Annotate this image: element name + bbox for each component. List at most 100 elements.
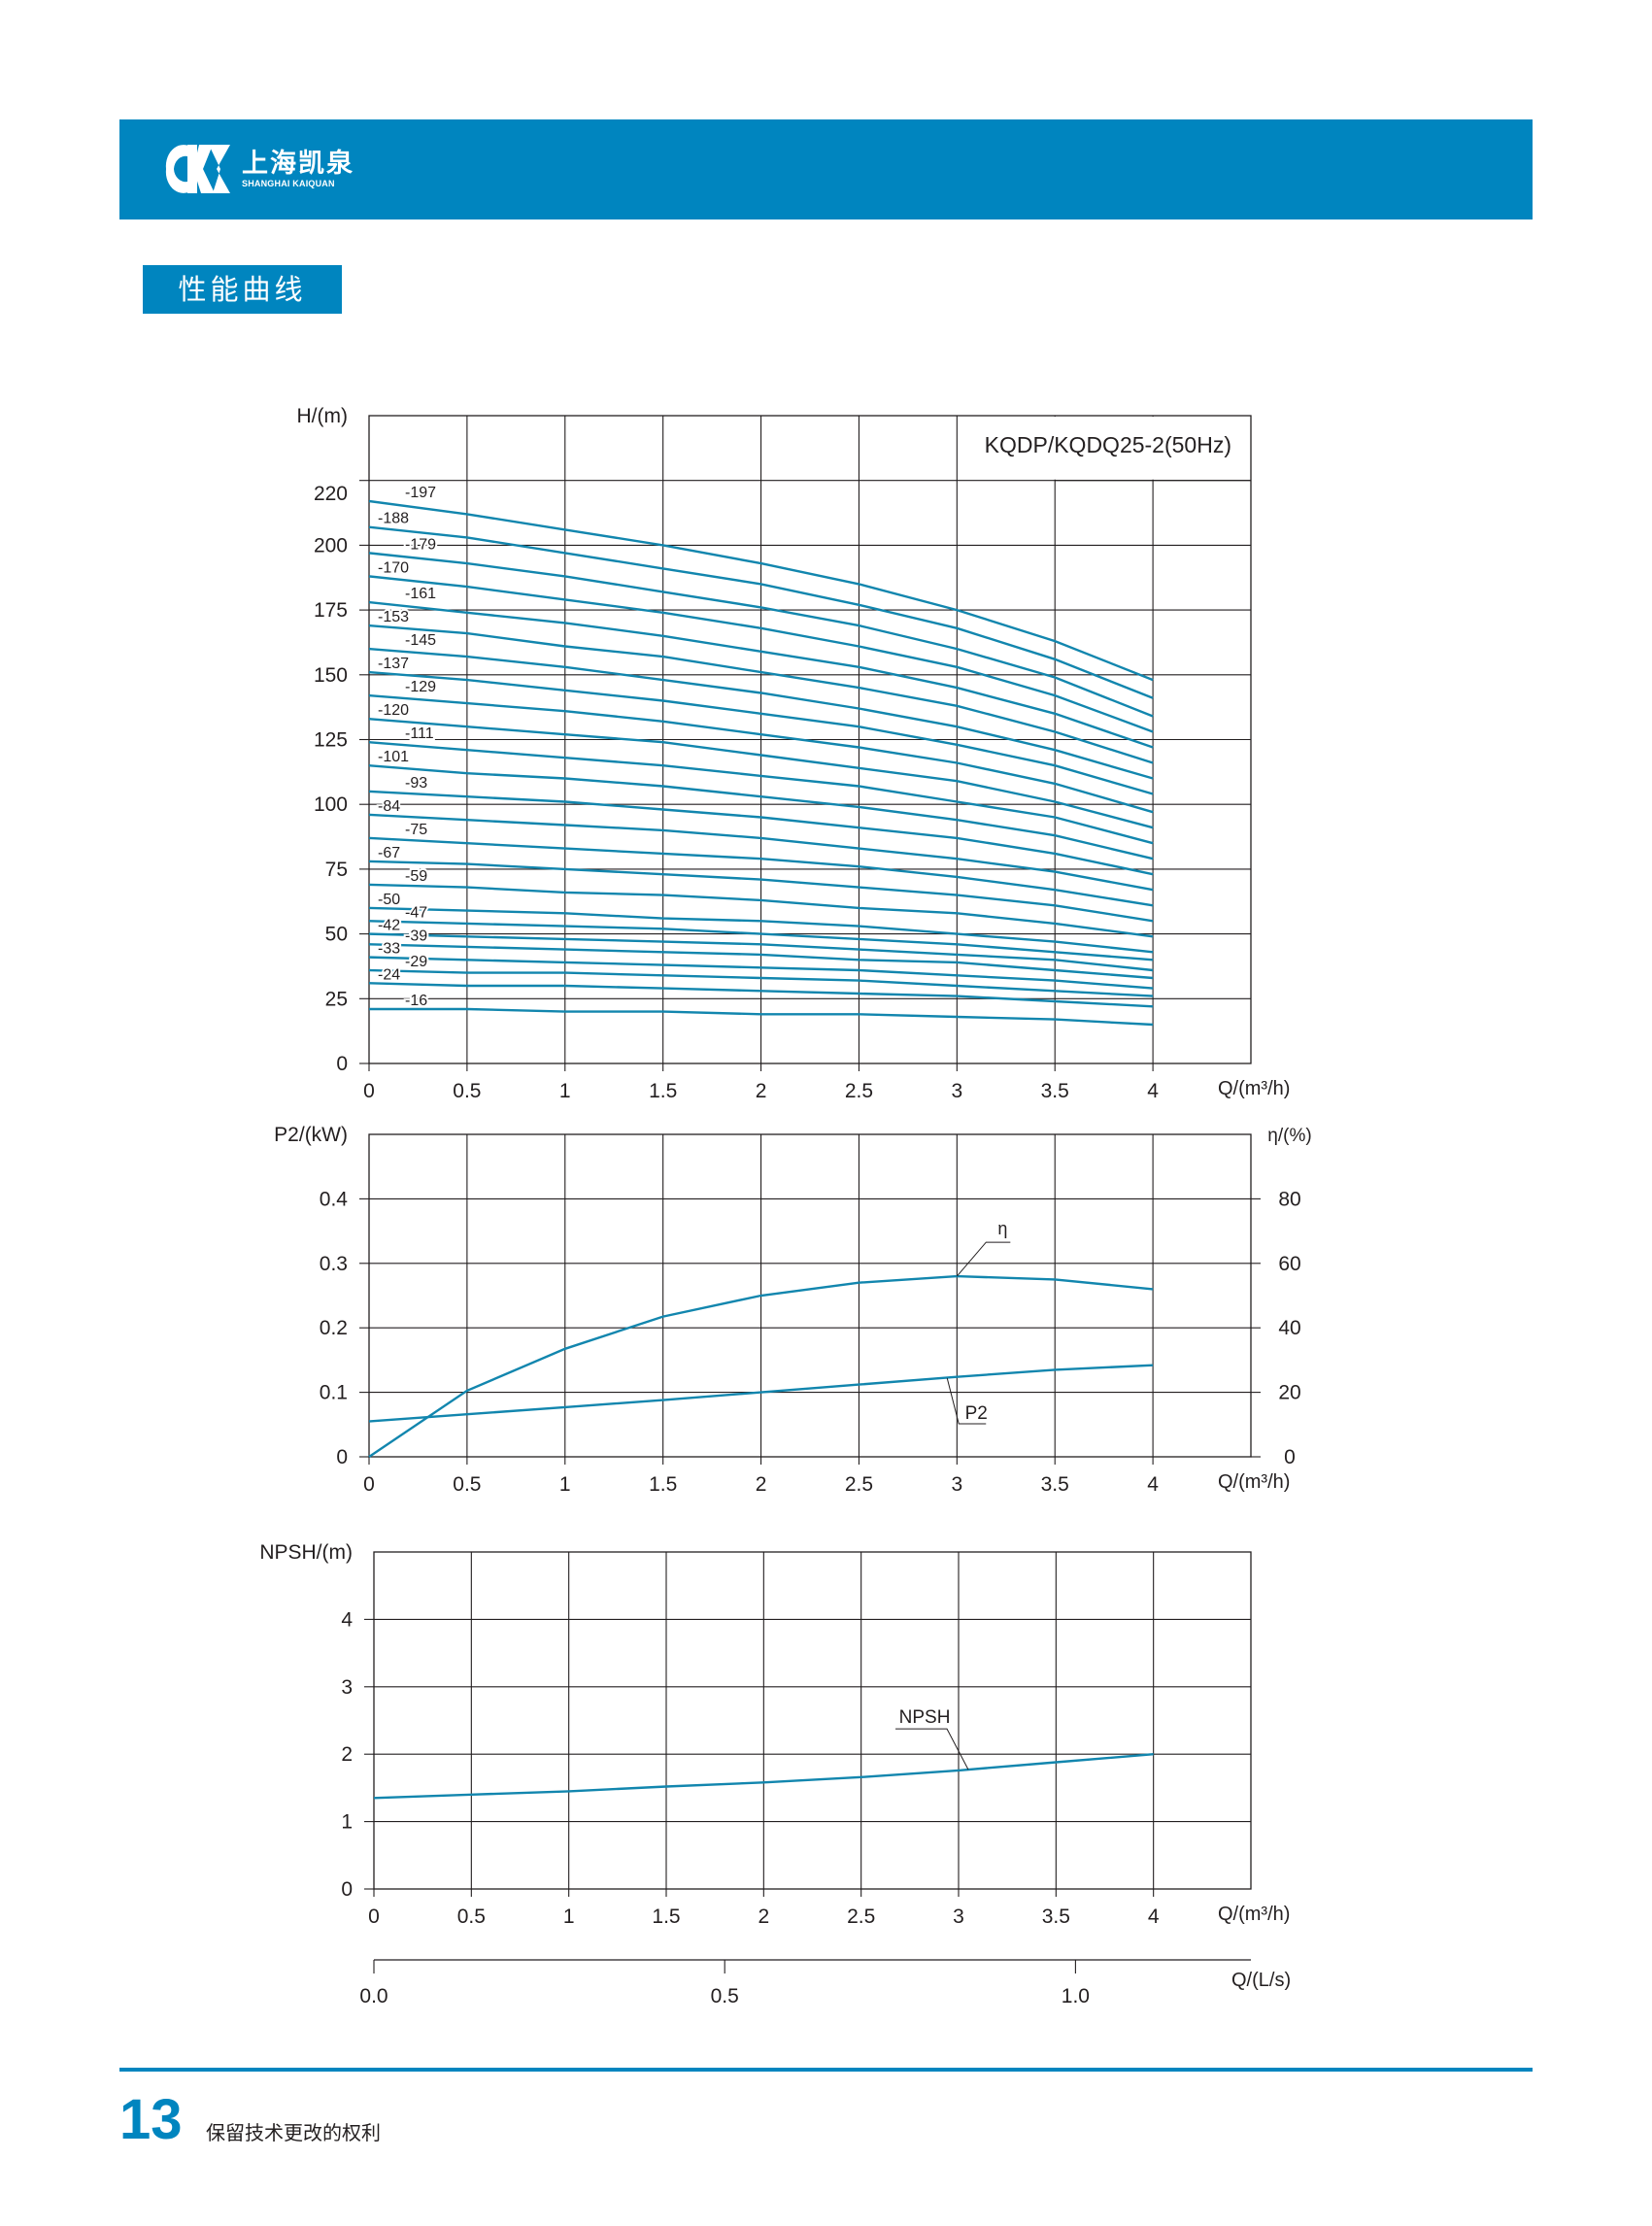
y-tick-label: 220 (314, 483, 348, 505)
y-tick-label: 0 (336, 1446, 348, 1468)
head-curve (368, 920, 1154, 961)
x2-tick-label: 0.0 (359, 1985, 388, 2007)
head-curve (368, 943, 1154, 980)
curve-label: -33 (378, 941, 400, 958)
head-curve (368, 499, 1154, 682)
plot-frame (368, 1133, 1252, 1458)
power-label: P2 (965, 1403, 988, 1424)
brand-logo: 上海凯泉 SHANGHAI KAIQUAN (158, 135, 354, 203)
head-curve (368, 883, 1154, 938)
head-curve (368, 525, 1154, 699)
x-tick-label: 1.5 (652, 1906, 680, 1928)
x-tick-label: 2.5 (847, 1906, 875, 1928)
head-curve (368, 968, 1154, 997)
curve-label: -129 (405, 679, 436, 695)
curve-label: -179 (405, 536, 436, 553)
head-curve (368, 932, 1154, 972)
plot-frame (373, 1551, 1252, 1890)
curve-label: -47 (405, 904, 427, 921)
curve-label: -75 (405, 822, 427, 838)
header-bar: 上海凯泉 SHANGHAI KAIQUAN (119, 119, 1533, 219)
head-curve (368, 741, 1154, 845)
y-tick-label: 2 (341, 1743, 353, 1766)
head-curve (368, 670, 1154, 795)
kaiquan-logo-icon (165, 145, 230, 193)
page-number: 13 (119, 2088, 183, 2151)
chart-title: KQDP/KQDQ25-2(50Hz) (985, 432, 1231, 457)
x-axis-label: Q/(m³/h) (1218, 1471, 1290, 1493)
y-tick-label: 125 (314, 729, 348, 752)
x2-axis-label: Q/(L/s) (1231, 1970, 1291, 1991)
power-leader (946, 1377, 987, 1425)
curve-label: -16 (405, 993, 427, 1009)
curve-label: -161 (405, 586, 436, 602)
npsh-label: NPSH (899, 1707, 951, 1728)
head-curve (368, 813, 1154, 892)
x-tick-label: 2.5 (845, 1473, 873, 1496)
efficiency-leader (956, 1241, 1011, 1277)
head-curve (368, 624, 1154, 764)
x-tick-label: 3 (951, 1080, 962, 1102)
x-tick-label: 2 (756, 1080, 767, 1102)
head-curve (368, 982, 1154, 1008)
y-axis-label: P2/(kW) (274, 1124, 348, 1146)
y-tick-label: 0.2 (320, 1317, 348, 1339)
y2-tick-label: 40 (1278, 1317, 1300, 1339)
curve-label: -42 (378, 918, 400, 934)
y-tick-label: 150 (314, 664, 348, 687)
x-tick-label: 3.5 (1041, 1473, 1069, 1496)
x2-tick-label: 0.5 (711, 1985, 739, 2007)
section-title: 性能曲线 (143, 265, 342, 314)
y-tick-label: 200 (314, 534, 348, 556)
curve-label: -59 (405, 868, 427, 885)
y-tick-label: 0 (336, 1053, 348, 1075)
y2-tick-label: 80 (1278, 1188, 1300, 1210)
x-tick-label: 3.5 (1042, 1906, 1070, 1928)
x-tick-label: 1 (563, 1906, 575, 1928)
head-curve (368, 647, 1154, 780)
x-tick-label: 1 (559, 1080, 571, 1102)
curve-label: -29 (405, 954, 427, 970)
x-tick-label: 2 (756, 1473, 767, 1496)
power-curve (368, 1364, 1154, 1423)
chart-3 (364, 1551, 1252, 1973)
curve-label: -120 (378, 702, 409, 719)
y-tick-label: 0 (341, 1878, 353, 1901)
x-axis-label: Q/(m³/h) (1218, 1078, 1290, 1099)
y2-tick-label: 60 (1278, 1253, 1300, 1275)
y-tick-label: 4 (341, 1608, 353, 1631)
y2-axis-label: η/(%) (1267, 1126, 1311, 1146)
head-curve (369, 1007, 1154, 1027)
y-tick-label: 100 (314, 793, 348, 816)
y-axis-label: H/(m) (297, 405, 348, 427)
head-curve (368, 552, 1154, 718)
x-tick-label: 2.5 (845, 1080, 873, 1102)
curve-label: -84 (378, 798, 400, 815)
curve-label: -197 (405, 485, 436, 501)
x-tick-label: 4 (1148, 1906, 1160, 1928)
x-tick-label: 1.5 (649, 1080, 677, 1102)
curve-label: -67 (378, 845, 400, 861)
npsh-curve (373, 1753, 1154, 1800)
footer-note: 保留技术更改的权利 (206, 2121, 381, 2144)
head-curve (368, 600, 1154, 749)
x-tick-label: 2 (758, 1906, 769, 1928)
head-curve (368, 860, 1154, 923)
x-tick-label: 1.5 (649, 1473, 677, 1496)
y-tick-label: 0.4 (320, 1188, 349, 1210)
y-tick-label: 25 (325, 988, 348, 1010)
efficiency-label: η (997, 1219, 1007, 1238)
x-tick-label: 0 (363, 1080, 375, 1102)
curve-label: -153 (378, 609, 409, 625)
y-tick-label: 3 (341, 1676, 353, 1699)
x-tick-label: 3 (951, 1473, 962, 1496)
footer-divider (119, 2068, 1533, 2072)
curve-label: -111 (405, 725, 434, 742)
y-axis-label: NPSH/(m) (259, 1541, 353, 1564)
x-tick-label: 4 (1147, 1473, 1159, 1496)
curve-label: -145 (405, 632, 436, 649)
x-tick-label: 0 (368, 1906, 380, 1928)
curve-label: -93 (405, 775, 427, 792)
head-curve (368, 956, 1154, 990)
